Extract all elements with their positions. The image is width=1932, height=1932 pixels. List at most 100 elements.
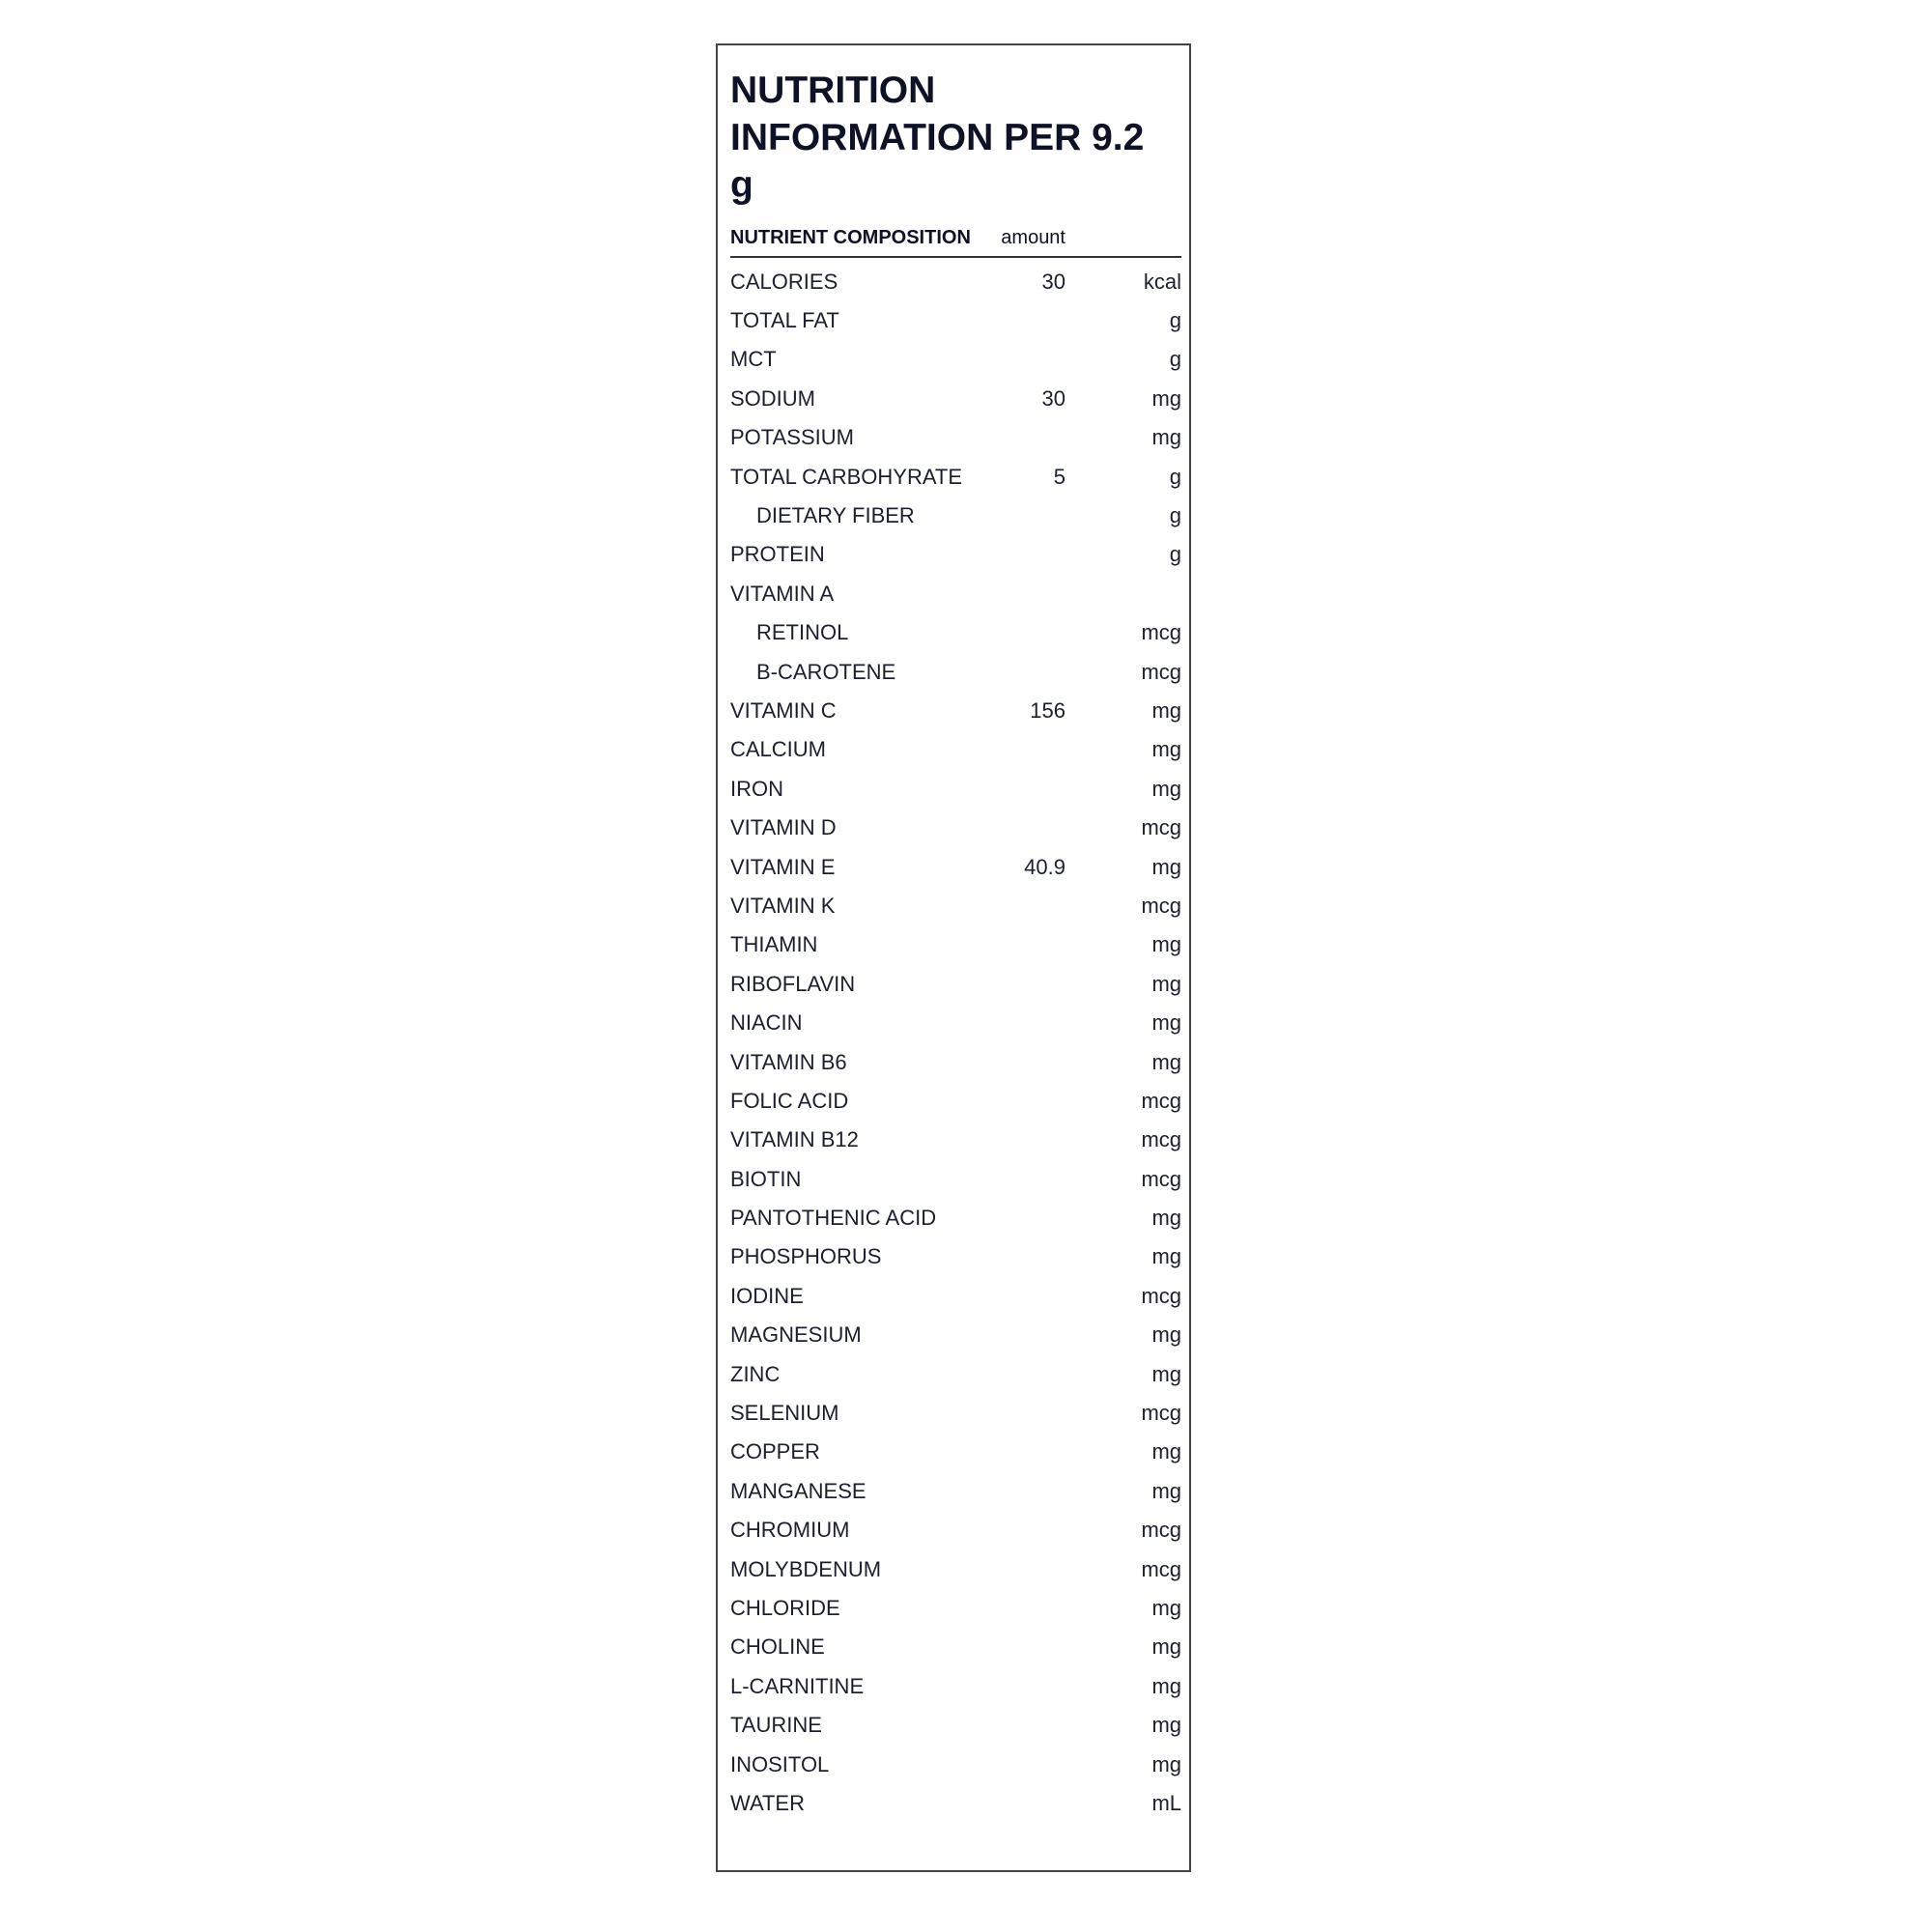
nutrient-name: COPPER bbox=[730, 1439, 820, 1464]
table-row: SELENIUM mcg bbox=[730, 1393, 1181, 1432]
table-row: DIETARY FIBER g bbox=[730, 496, 1181, 534]
table-row: IODINE mcg bbox=[730, 1276, 1181, 1315]
nutrient-name: SELENIUM bbox=[730, 1401, 839, 1426]
nutrient-unit: mg bbox=[1151, 1713, 1181, 1738]
nutrient-unit: g bbox=[1169, 308, 1181, 333]
table-row: PHOSPHORUS mg bbox=[730, 1237, 1181, 1276]
nutrient-amount bbox=[972, 340, 1065, 379]
nutrient-amount bbox=[972, 1666, 1065, 1705]
nutrient-amount bbox=[972, 1549, 1065, 1588]
header-unit bbox=[1065, 222, 1181, 257]
nutrient-unit: mcg bbox=[1141, 620, 1181, 645]
nutrient-amount bbox=[972, 1354, 1065, 1393]
nutrient-amount bbox=[972, 1745, 1065, 1783]
nutrient-unit: g bbox=[1169, 347, 1181, 372]
nutrient-amount bbox=[972, 730, 1065, 769]
nutrition-panel: NUTRITION INFORMATION PER 9.2 g NUTRIENT… bbox=[716, 43, 1191, 1872]
nutrient-name: IODINE bbox=[730, 1283, 804, 1308]
nutrient-unit: mcg bbox=[1141, 1401, 1181, 1426]
nutrient-name: MCT bbox=[730, 347, 777, 372]
nutrient-unit: kcal bbox=[1143, 269, 1181, 294]
nutrient-unit: mcg bbox=[1141, 659, 1181, 684]
nutrient-unit: mg bbox=[1151, 971, 1181, 996]
nutrient-unit: mg bbox=[1151, 776, 1181, 801]
table-row: TOTAL CARBOHYRATE 5 g bbox=[730, 457, 1181, 496]
nutrient-unit: mg bbox=[1151, 932, 1181, 957]
table-row: RIBOFLAVIN mg bbox=[730, 964, 1181, 1003]
nutrient-amount bbox=[972, 1471, 1065, 1510]
nutrient-unit: mg bbox=[1151, 1595, 1181, 1620]
table-row: VITAMIN B12 mcg bbox=[730, 1121, 1181, 1159]
nutrient-amount bbox=[972, 1159, 1065, 1198]
nutrient-name: NIACIN bbox=[730, 1010, 803, 1036]
nutrient-name: ZINC bbox=[730, 1361, 781, 1386]
nutrient-amount bbox=[972, 1393, 1065, 1432]
table-row: FOLIC ACID mcg bbox=[730, 1081, 1181, 1120]
nutrient-amount: 30 bbox=[1041, 269, 1065, 294]
table-row: TOTAL FAT g bbox=[730, 300, 1181, 339]
table-row: CHROMIUM mcg bbox=[730, 1511, 1181, 1549]
nutrient-name: CHROMIUM bbox=[730, 1518, 850, 1543]
nutrient-name: IRON bbox=[730, 776, 783, 801]
nutrient-amount bbox=[972, 1628, 1065, 1666]
nutrient-amount bbox=[972, 1433, 1065, 1471]
nutrient-name: L-CARNITINE bbox=[730, 1673, 865, 1698]
nutrient-amount bbox=[972, 613, 1065, 652]
nutrient-amount bbox=[972, 925, 1065, 964]
header-nutrient: NUTRIENT COMPOSITION bbox=[730, 227, 971, 248]
nutrient-name: DIETARY FIBER bbox=[756, 503, 915, 528]
nutrient-name: CHLORIDE bbox=[730, 1595, 840, 1620]
nutrient-unit: mg bbox=[1151, 1634, 1181, 1660]
table-row: MANGANESE mg bbox=[730, 1471, 1181, 1510]
nutrient-amount bbox=[972, 1276, 1065, 1315]
nutrient-amount bbox=[972, 418, 1065, 457]
nutrient-name: VITAMIN B6 bbox=[730, 1049, 847, 1074]
panel-title: NUTRITION INFORMATION PER 9.2 g bbox=[730, 70, 1145, 206]
nutrition-table: NUTRIENT COMPOSITION amount CALORIES 30 kc… bbox=[730, 222, 1181, 1823]
nutrient-name: VITAMIN E bbox=[730, 854, 836, 879]
table-row: MOLYBDENUM mcg bbox=[730, 1549, 1181, 1588]
nutrient-name: PANTOTHENIC ACID bbox=[730, 1206, 937, 1231]
table-row: PANTOTHENIC ACID mg bbox=[730, 1198, 1181, 1236]
nutrient-name: MANGANESE bbox=[730, 1478, 867, 1503]
nutrient-name: CHOLINE bbox=[730, 1634, 825, 1660]
nutrient-unit: mcg bbox=[1141, 815, 1181, 840]
nutrient-amount bbox=[972, 535, 1065, 574]
nutrient-unit: mg bbox=[1151, 1049, 1181, 1074]
nutrient-amount bbox=[972, 886, 1065, 924]
nutrient-name: VITAMIN D bbox=[730, 815, 837, 840]
table-row: PROTEIN g bbox=[730, 535, 1181, 574]
table-row: RETINOL mcg bbox=[730, 613, 1181, 652]
table-row: BIOTIN mcg bbox=[730, 1159, 1181, 1198]
nutrient-unit: g bbox=[1169, 464, 1181, 489]
nutrient-amount bbox=[972, 652, 1065, 691]
nutrient-unit: mg bbox=[1151, 1673, 1181, 1698]
nutrient-amount: 40.9 bbox=[1024, 854, 1065, 879]
nutrient-name: TOTAL FAT bbox=[730, 308, 839, 333]
nutrient-name: BIOTIN bbox=[730, 1166, 802, 1191]
nutrient-amount bbox=[972, 1081, 1065, 1120]
table-row: WATER mL bbox=[730, 1783, 1181, 1822]
nutrient-unit: mg bbox=[1151, 1244, 1181, 1269]
nutrient-name: RETINOL bbox=[756, 620, 849, 645]
nutrient-unit: mcg bbox=[1141, 1088, 1181, 1113]
nutrient-name: TOTAL CARBOHYRATE bbox=[730, 464, 963, 489]
table-row: CHOLINE mg bbox=[730, 1628, 1181, 1666]
nutrient-unit: mg bbox=[1151, 1206, 1181, 1231]
nutrient-amount bbox=[972, 769, 1065, 808]
nutrient-name: THIAMIN bbox=[730, 932, 818, 957]
table-row: VITAMIN A bbox=[730, 574, 1181, 612]
nutrient-unit: mg bbox=[1151, 697, 1181, 723]
table-row: POTASSIUM mg bbox=[730, 418, 1181, 457]
nutrient-unit: mcg bbox=[1141, 893, 1181, 918]
nutrient-unit: mg bbox=[1151, 737, 1181, 762]
nutrient-name: FOLIC ACID bbox=[730, 1088, 849, 1113]
nutrient-amount bbox=[972, 496, 1065, 534]
nutrient-name: VITAMIN B12 bbox=[730, 1127, 859, 1152]
nutrient-unit: mg bbox=[1151, 1322, 1181, 1348]
nutrient-amount bbox=[972, 300, 1065, 339]
nutrient-name: PHOSPHORUS bbox=[730, 1244, 882, 1269]
table-row: ZINC mg bbox=[730, 1354, 1181, 1393]
nutrient-unit: mg bbox=[1151, 854, 1181, 879]
nutrient-amount bbox=[972, 964, 1065, 1003]
